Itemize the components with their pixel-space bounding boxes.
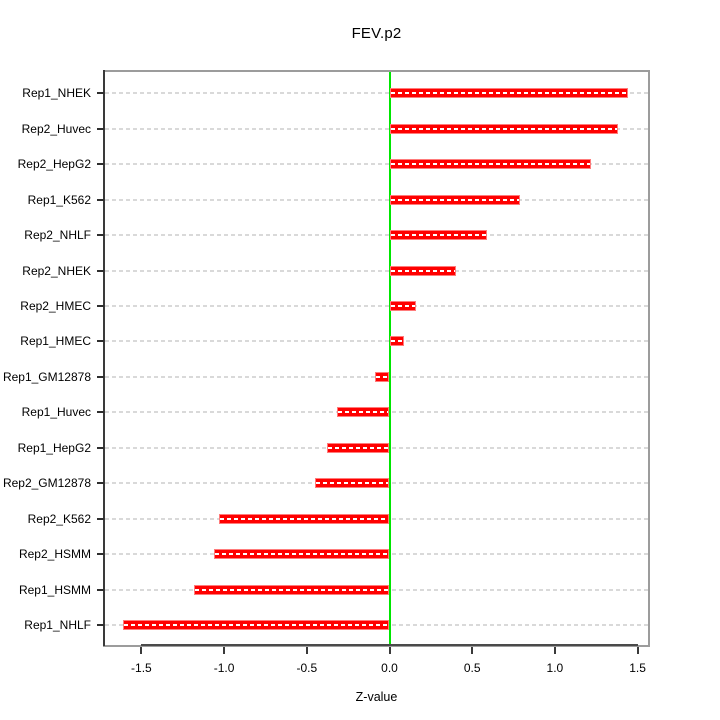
y-axis-label-Rep2_Huvec: Rep2_Huvec [21, 121, 91, 136]
bar-inner-dash [375, 375, 389, 378]
y-axis-label-Rep2_GM12878: Rep2_GM12878 [2, 476, 91, 491]
y-axis-label-Rep1_GM12878: Rep1_GM12878 [2, 369, 91, 384]
bar-Rep1_NHEK [389, 88, 628, 99]
y-axis-tick [97, 624, 104, 627]
bar-Rep1_HSMM [194, 584, 390, 595]
y-axis-tick [97, 198, 104, 201]
y-axis-tick [97, 92, 104, 95]
chart-title: FEV.p2 [351, 25, 402, 42]
plot-area-border [103, 69, 650, 647]
y-axis-tick [97, 340, 104, 343]
x-axis-tick-label: -1.0 [213, 661, 235, 675]
gridline [105, 198, 648, 201]
gridline [105, 234, 648, 237]
bar-inner-dash [390, 305, 415, 308]
bar-Rep1_HepG2 [326, 442, 390, 453]
y-axis-tick [97, 127, 104, 130]
y-axis-label-Rep1_Huvec: Rep1_Huvec [21, 405, 91, 420]
y-axis-tick [97, 163, 104, 166]
y-axis-label-Rep1_K562: Rep1_K562 [27, 192, 91, 207]
bar-inner-dash [390, 163, 591, 166]
gridline [105, 163, 648, 166]
x-axis-tick [140, 646, 143, 654]
bar-Rep2_HSMM [214, 549, 390, 560]
y-axis-tick [97, 517, 104, 520]
x-axis-tick [223, 646, 226, 654]
bar-inner-dash [316, 482, 389, 485]
y-axis-label-Rep2_K562: Rep2_K562 [27, 511, 91, 526]
bar-Rep2_HepG2 [389, 159, 592, 170]
x-axis-tick-label: 1.0 [546, 661, 564, 675]
bar-inner-dash [390, 198, 520, 201]
bar-Rep1_HMEC [389, 336, 405, 347]
y-axis-tick [97, 411, 104, 414]
y-axis-label-Rep2_NHEK: Rep2_NHEK [22, 263, 91, 278]
y-axis-tick [97, 375, 104, 378]
bar-Rep1_Huvec [336, 407, 390, 418]
bar-Rep1_NHLF [123, 620, 390, 631]
y-axis-label-Rep2_HMEC: Rep2_HMEC [20, 299, 91, 314]
x-axis-tick-label: -1.5 [131, 661, 152, 675]
bar-inner-dash [390, 340, 404, 343]
gridline [105, 340, 648, 343]
y-axis-tick [97, 553, 104, 556]
bar-Rep2_Huvec [389, 123, 618, 134]
bar-Rep2_K562 [219, 513, 390, 524]
x-axis-tick-label: 1.5 [629, 661, 646, 675]
y-axis-label-Rep1_NHLF: Rep1_NHLF [24, 618, 91, 633]
bar-Rep1_GM12878 [374, 371, 390, 382]
x-axis-line [141, 644, 638, 646]
x-axis-tick [305, 646, 308, 654]
x-axis-tick-label: 0.5 [463, 661, 481, 675]
y-axis-tick [97, 588, 104, 591]
bar-inner-dash [337, 411, 389, 414]
y-axis-tick [97, 482, 104, 485]
bar-inner-dash [390, 234, 487, 237]
x-axis-tick [636, 646, 639, 654]
y-axis-label-Rep1_HMEC: Rep1_HMEC [20, 334, 91, 349]
x-axis-tick [388, 646, 391, 654]
y-axis-line [103, 70, 105, 646]
x-axis-tick-label: -0.5 [296, 661, 318, 675]
y-axis-tick [97, 269, 104, 272]
bar-inner-dash [390, 269, 455, 272]
bar-Rep1_K562 [389, 194, 521, 205]
y-axis-label-Rep1_HSMM: Rep1_HSMM [18, 582, 91, 597]
bar-inner-dash [195, 588, 389, 591]
zero-reference-line [388, 71, 391, 645]
bar-Rep2_NHEK [389, 265, 456, 276]
bar-inner-dash [390, 127, 617, 130]
y-axis-label-Rep1_HepG2: Rep1_HepG2 [17, 440, 91, 455]
gridline [105, 92, 648, 95]
y-axis-tick [97, 234, 104, 237]
y-axis-label-Rep2_HSMM: Rep2_HSMM [18, 547, 91, 562]
bar-Rep2_GM12878 [315, 478, 390, 489]
bar-inner-dash [124, 624, 389, 627]
gridline [105, 269, 648, 272]
y-axis-label-Rep2_NHLF: Rep2_NHLF [24, 228, 91, 243]
bar-inner-dash [215, 553, 389, 556]
bar-Rep2_NHLF [389, 230, 488, 241]
x-axis-tick [553, 646, 556, 654]
bar-inner-dash [390, 92, 627, 95]
x-axis-title: Z-value [355, 690, 398, 704]
x-axis-tick [471, 646, 474, 654]
y-axis-tick [97, 446, 104, 449]
gridline [105, 127, 648, 130]
y-axis-label-Rep1_NHEK: Rep1_NHEK [22, 86, 91, 101]
bar-Rep2_HMEC [389, 301, 416, 312]
gridline [105, 305, 648, 308]
bar-inner-dash [327, 446, 389, 449]
y-axis-label-Rep2_HepG2: Rep2_HepG2 [17, 157, 91, 172]
y-axis-tick [97, 305, 104, 308]
bar-inner-dash [220, 517, 389, 520]
x-axis-tick-label: 0.0 [381, 661, 398, 675]
